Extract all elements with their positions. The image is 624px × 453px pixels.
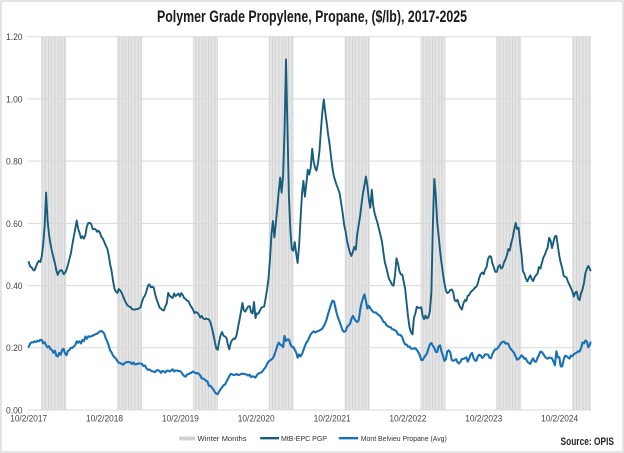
svg-text:1.20: 1.20 — [6, 32, 23, 42]
svg-text:0.40: 0.40 — [6, 281, 23, 291]
svg-text:0.20: 0.20 — [6, 343, 23, 353]
svg-text:10/2/2021: 10/2/2021 — [314, 413, 351, 424]
svg-text:1.00: 1.00 — [6, 94, 23, 104]
svg-text:10/2/2019: 10/2/2019 — [162, 413, 199, 424]
svg-text:10/2/2022: 10/2/2022 — [389, 413, 426, 424]
svg-text:Mont Belvieu Propane (Avg): Mont Belvieu Propane (Avg) — [361, 436, 447, 443]
svg-text:Polymer Grade Propylene, Propa: Polymer Grade Propylene, Propane, ($/lb)… — [157, 8, 467, 26]
svg-text:0.00: 0.00 — [6, 405, 23, 415]
svg-text:10/2/2017: 10/2/2017 — [10, 413, 47, 424]
svg-text:MtB-EPC PGP: MtB-EPC PGP — [281, 436, 327, 443]
svg-text:10/2/2024: 10/2/2024 — [541, 413, 578, 424]
svg-text:10/2/2023: 10/2/2023 — [465, 413, 502, 424]
svg-text:10/2/2020: 10/2/2020 — [238, 413, 275, 424]
svg-text:0.80: 0.80 — [6, 157, 23, 167]
svg-text:Source: OPIS: Source: OPIS — [561, 436, 615, 448]
svg-text:0.60: 0.60 — [6, 219, 23, 229]
svg-text:10/2/2018: 10/2/2018 — [86, 413, 123, 424]
svg-text:Winter Months: Winter Months — [198, 436, 248, 443]
